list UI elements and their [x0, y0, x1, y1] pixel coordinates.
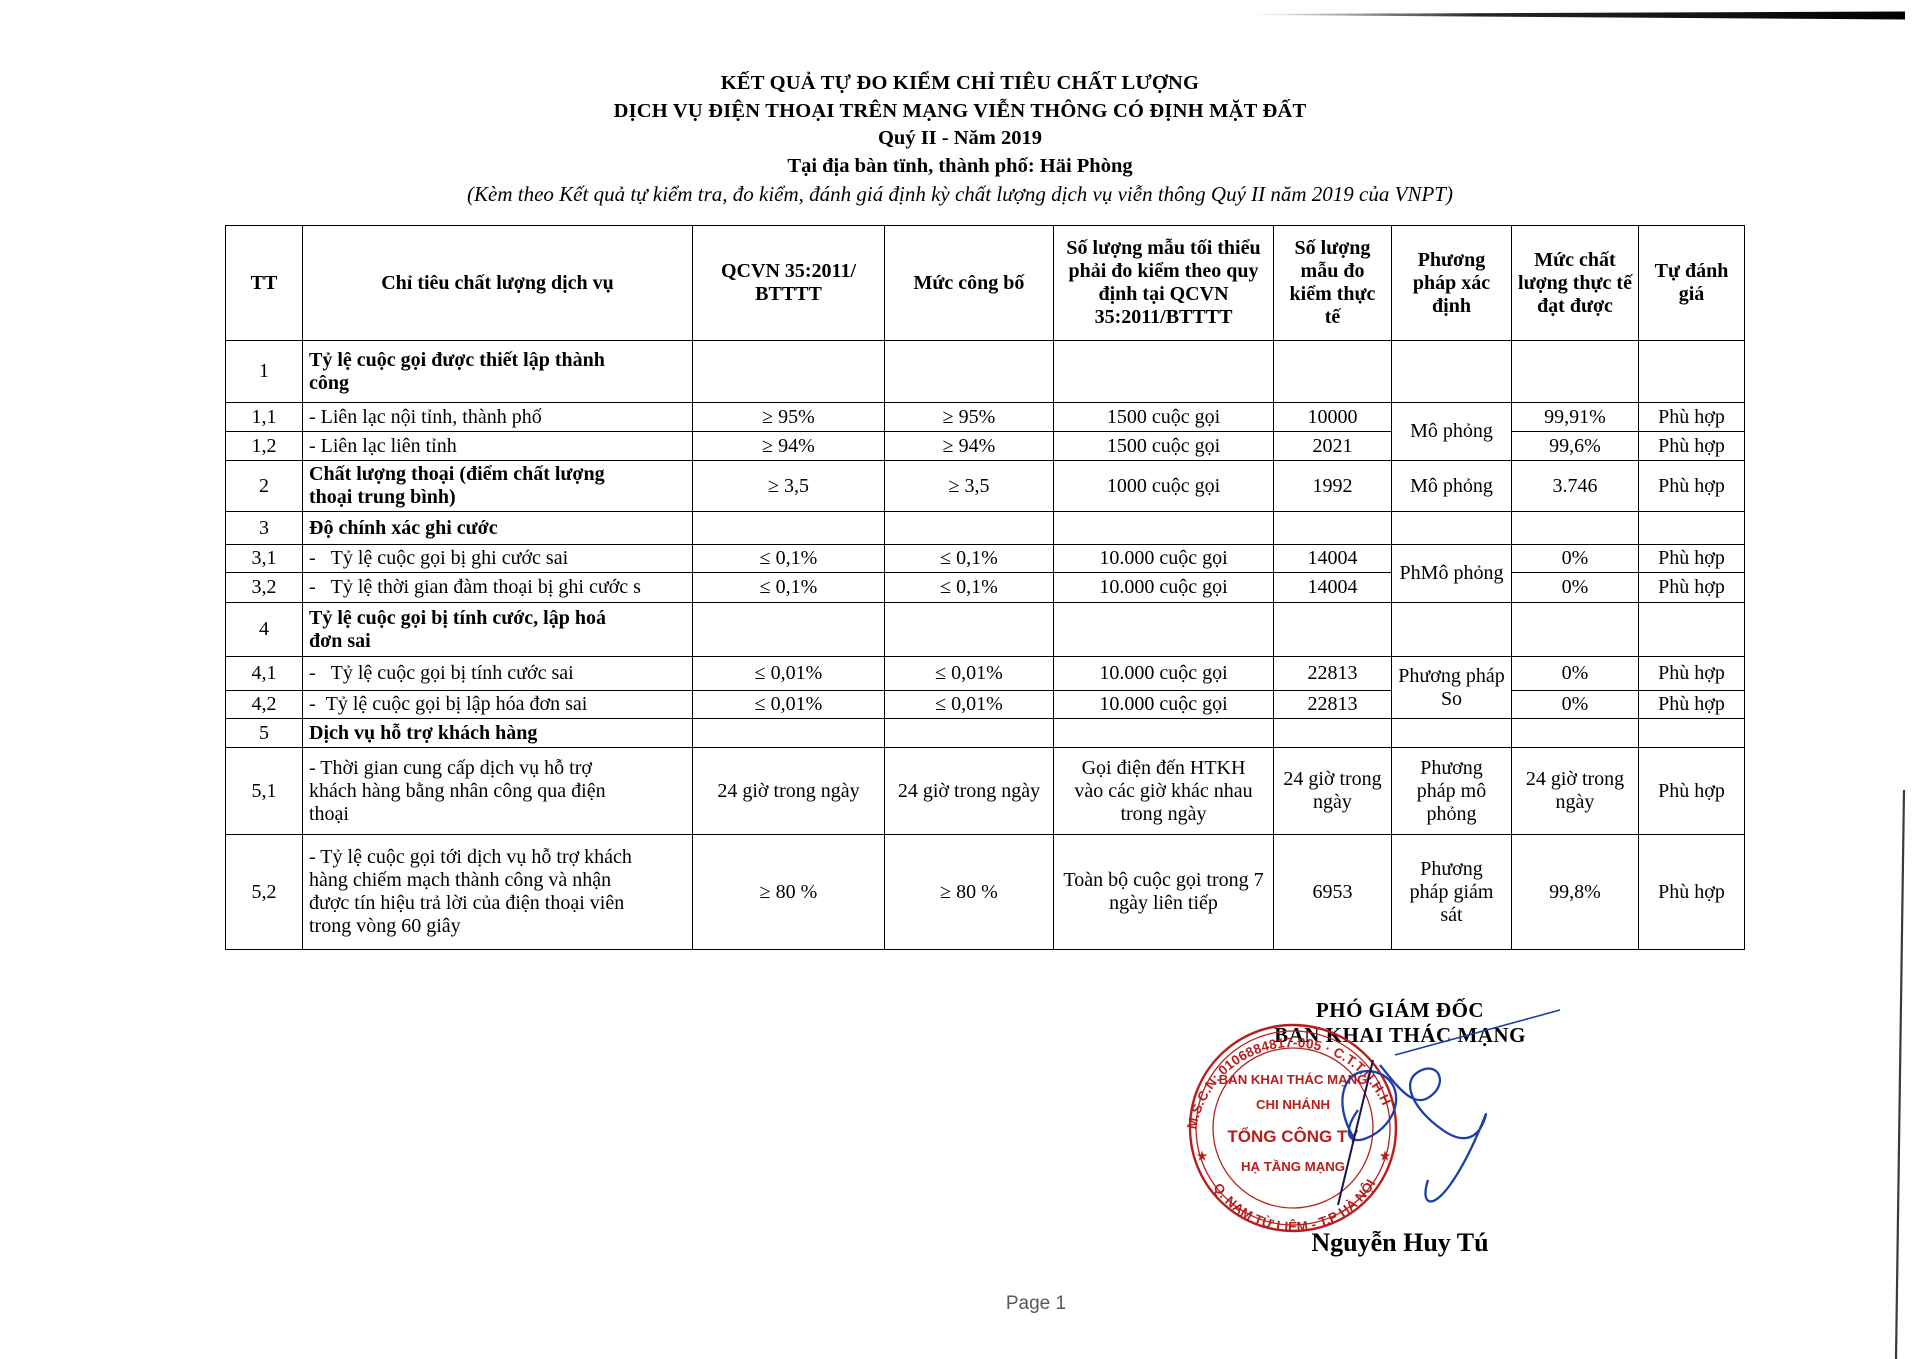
svg-text:CHI NHÁNH: CHI NHÁNH — [1256, 1097, 1330, 1112]
svg-text:Q. NAM TỪ LIÊM - T.P HÀ NỘI: Q. NAM TỪ LIÊM - T.P HÀ NỘI — [1210, 1177, 1378, 1235]
svg-text:★: ★ — [1197, 1149, 1208, 1163]
svg-text:HẠ TẦNG MẠNG: HẠ TẦNG MẠNG — [1241, 1159, 1345, 1174]
svg-text:TỔNG CÔNG TY: TỔNG CÔNG TY — [1227, 1127, 1359, 1146]
svg-text:★: ★ — [1380, 1149, 1391, 1163]
